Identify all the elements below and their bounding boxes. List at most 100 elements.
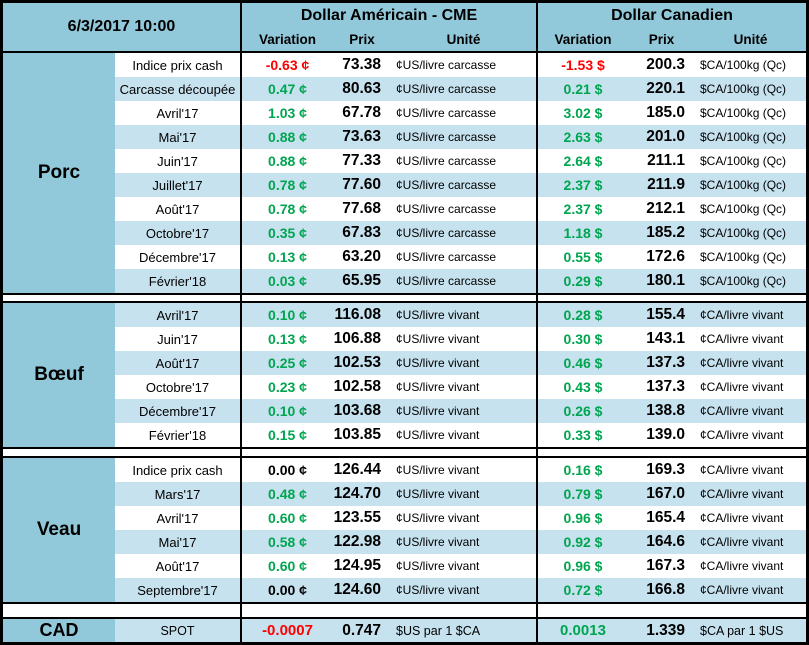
ca-prix-cell[interactable]: 212.1	[628, 197, 695, 221]
ca-unit-cell[interactable]: $CA/100kg (Qc)	[695, 197, 806, 221]
us-unit-cell[interactable]: ¢US/livre carcasse	[391, 53, 536, 77]
ca-variation-header[interactable]: Variation	[536, 28, 628, 51]
us-unit-cell[interactable]: ¢US/livre vivant	[391, 482, 536, 506]
cad-ca-variation-cell[interactable]: 0.0013	[536, 619, 628, 642]
ca-prix-cell[interactable]: 166.8	[628, 578, 695, 602]
ca-variation-cell[interactable]: 0.96 $	[536, 506, 628, 530]
ca-unit-cell[interactable]: ¢CA/livre vivant	[695, 506, 806, 530]
spot-label[interactable]: SPOT	[160, 623, 195, 638]
us-unit-cell[interactable]: ¢US/livre carcasse	[391, 173, 536, 197]
us-variation-cell[interactable]: 0.13 ¢	[240, 327, 333, 351]
ca-prix-cell[interactable]: 137.3	[628, 375, 695, 399]
ca-prix-cell[interactable]: 172.6	[628, 245, 695, 269]
ca-prix-cell[interactable]: 180.1	[628, 269, 695, 293]
datetime-cell[interactable]: 6/3/2017 10:00	[67, 18, 176, 35]
ca-prix-cell[interactable]: 164.6	[628, 530, 695, 554]
ca-unit-cell[interactable]: ¢CA/livre vivant	[695, 554, 806, 578]
us-prix-cell[interactable]: 77.68	[333, 197, 391, 221]
ca-variation-cell[interactable]: 3.02 $	[536, 101, 628, 125]
ca-prix-cell[interactable]: 185.0	[628, 101, 695, 125]
us-unit-cell[interactable]: ¢US/livre vivant	[391, 554, 536, 578]
ca-unit-cell[interactable]: ¢CA/livre vivant	[695, 351, 806, 375]
us-variation-cell[interactable]: 0.88 ¢	[240, 149, 333, 173]
row-label[interactable]: Indice prix cash	[115, 53, 240, 77]
us-variation-cell[interactable]: 0.35 ¢	[240, 221, 333, 245]
row-label[interactable]: Juin'17	[115, 327, 240, 351]
us-prix-cell[interactable]: 73.63	[333, 125, 391, 149]
us-prix-cell[interactable]: 106.88	[333, 327, 391, 351]
ca-variation-cell[interactable]: 2.37 $	[536, 173, 628, 197]
ca-unit-cell[interactable]: ¢CA/livre vivant	[695, 375, 806, 399]
us-unit-cell[interactable]: ¢US/livre carcasse	[391, 269, 536, 293]
ca-variation-cell[interactable]: 0.28 $	[536, 303, 628, 327]
us-unite-header[interactable]: Unité	[446, 32, 481, 47]
us-variation-cell[interactable]: 0.13 ¢	[240, 245, 333, 269]
us-prix-cell[interactable]: 124.70	[333, 482, 391, 506]
us-unit-cell[interactable]: ¢US/livre vivant	[391, 351, 536, 375]
row-label[interactable]: Avril'17	[115, 506, 240, 530]
us-unit-cell[interactable]: ¢US/livre vivant	[391, 399, 536, 423]
ca-variation-cell[interactable]: 0.43 $	[536, 375, 628, 399]
ca-variation-cell[interactable]: 0.55 $	[536, 245, 628, 269]
row-label[interactable]: Septembre'17	[115, 578, 240, 602]
us-unit-cell[interactable]: ¢US/livre vivant	[391, 327, 536, 351]
cad-us-variation-cell[interactable]: -0.0007	[240, 619, 333, 642]
ca-unit-cell[interactable]: ¢CA/livre vivant	[695, 530, 806, 554]
us-unit-cell[interactable]: ¢US/livre vivant	[391, 458, 536, 482]
ca-variation-cell[interactable]: 0.16 $	[536, 458, 628, 482]
us-variation-cell[interactable]: 0.78 ¢	[240, 173, 333, 197]
us-unit-cell[interactable]: ¢US/livre carcasse	[391, 245, 536, 269]
ca-prix-cell[interactable]: 155.4	[628, 303, 695, 327]
ca-variation-cell[interactable]: 2.64 $	[536, 149, 628, 173]
row-label[interactable]: Décembre'17	[115, 245, 240, 269]
us-variation-cell[interactable]: 0.60 ¢	[240, 554, 333, 578]
ca-variation-cell[interactable]: 0.29 $	[536, 269, 628, 293]
us-variation-cell[interactable]: 0.88 ¢	[240, 125, 333, 149]
cad-section-label[interactable]: CAD	[3, 619, 115, 642]
us-variation-cell[interactable]: 0.78 ¢	[240, 197, 333, 221]
us-unit-cell[interactable]: ¢US/livre vivant	[391, 375, 536, 399]
ca-unite-header[interactable]: Unité	[733, 32, 768, 47]
ca-variation-cell[interactable]: 2.63 $	[536, 125, 628, 149]
ca-variation-cell[interactable]: 0.79 $	[536, 482, 628, 506]
ca-prix-cell[interactable]: 167.3	[628, 554, 695, 578]
ca-unit-cell[interactable]: ¢CA/livre vivant	[695, 399, 806, 423]
ca-prix-cell[interactable]: 201.0	[628, 125, 695, 149]
ca-unit-cell[interactable]: ¢CA/livre vivant	[695, 458, 806, 482]
us-unit-cell[interactable]: ¢US/livre carcasse	[391, 221, 536, 245]
us-variation-cell[interactable]: 0.47 ¢	[240, 77, 333, 101]
us-prix-cell[interactable]: 103.85	[333, 423, 391, 447]
us-unit-cell[interactable]: ¢US/livre carcasse	[391, 77, 536, 101]
section-name-label[interactable]: Bœuf	[3, 303, 115, 447]
us-unit-cell[interactable]: ¢US/livre carcasse	[391, 125, 536, 149]
row-label[interactable]: Octobre'17	[115, 221, 240, 245]
ca-dollar-group-title[interactable]: Dollar Canadien	[536, 3, 806, 28]
us-variation-cell[interactable]: 0.10 ¢	[240, 303, 333, 327]
row-label[interactable]: Avril'17	[115, 303, 240, 327]
section-name-label[interactable]: Porc	[3, 53, 115, 293]
us-variation-cell[interactable]: 1.03 ¢	[240, 101, 333, 125]
us-prix-cell[interactable]: 80.63	[333, 77, 391, 101]
row-label[interactable]: Carcasse découpée	[115, 77, 240, 101]
ca-unit-cell[interactable]: ¢CA/livre vivant	[695, 327, 806, 351]
us-unit-cell[interactable]: ¢US/livre vivant	[391, 423, 536, 447]
us-prix-cell[interactable]: 67.83	[333, 221, 391, 245]
ca-variation-cell[interactable]: 0.92 $	[536, 530, 628, 554]
ca-prix-header[interactable]: Prix	[648, 32, 675, 47]
us-variation-header[interactable]: Variation	[240, 28, 333, 51]
us-prix-cell[interactable]: 126.44	[333, 458, 391, 482]
ca-unit-cell[interactable]: $CA/100kg (Qc)	[695, 221, 806, 245]
cad-us-unit-cell[interactable]: $US par 1 $CA	[396, 623, 481, 638]
ca-prix-cell[interactable]: 167.0	[628, 482, 695, 506]
ca-unit-cell[interactable]: ¢CA/livre vivant	[695, 578, 806, 602]
us-prix-cell[interactable]: 102.58	[333, 375, 391, 399]
us-variation-cell[interactable]: 0.58 ¢	[240, 530, 333, 554]
ca-unit-cell[interactable]: $CA/100kg (Qc)	[695, 53, 806, 77]
row-label[interactable]: Octobre'17	[115, 375, 240, 399]
ca-unit-cell[interactable]: ¢CA/livre vivant	[695, 423, 806, 447]
us-prix-cell[interactable]: 124.60	[333, 578, 391, 602]
cad-us-prix-cell[interactable]: 0.747	[342, 621, 381, 639]
us-prix-cell[interactable]: 116.08	[333, 303, 391, 327]
us-prix-cell[interactable]: 65.95	[333, 269, 391, 293]
ca-unit-cell[interactable]: $CA/100kg (Qc)	[695, 245, 806, 269]
